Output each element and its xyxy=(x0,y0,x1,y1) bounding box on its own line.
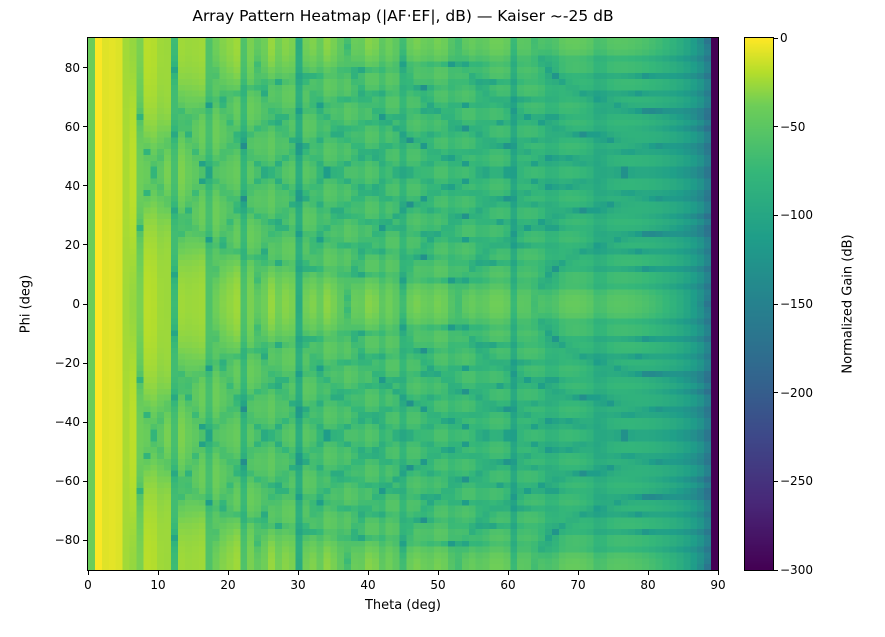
y-tick-label: −20 xyxy=(54,356,80,371)
colorbar-tick-mark xyxy=(774,392,778,394)
x-tick-mark xyxy=(647,571,649,575)
heatmap-canvas xyxy=(88,38,718,570)
y-tick-mark xyxy=(83,67,87,69)
chart-title: Array Pattern Heatmap (|AF·EF|, dB) — Ka… xyxy=(192,7,614,25)
x-tick-mark xyxy=(297,571,299,575)
x-tick-mark xyxy=(717,571,719,575)
colorbar-tick-label: −250 xyxy=(780,474,813,489)
y-tick-label: 20 xyxy=(64,237,80,252)
x-tick-mark xyxy=(367,571,369,575)
y-tick-label: 0 xyxy=(72,297,80,311)
y-tick-label: 40 xyxy=(64,178,80,193)
x-tick-label: 30 xyxy=(290,578,306,592)
x-tick-label: 60 xyxy=(500,578,516,592)
colorbar-tick-mark xyxy=(774,480,778,482)
x-tick-mark xyxy=(507,571,509,575)
y-tick-label: −60 xyxy=(54,474,80,489)
y-tick-mark xyxy=(83,303,87,305)
x-tick-label: 90 xyxy=(710,578,726,592)
x-axis-label: Theta (deg) xyxy=(364,598,442,613)
colorbar-tick-label: 0 xyxy=(780,31,788,45)
x-tick-mark xyxy=(437,571,439,575)
x-tick-label: 70 xyxy=(570,578,586,592)
y-tick-mark xyxy=(83,539,87,541)
y-tick-mark xyxy=(83,480,87,482)
y-tick-mark xyxy=(83,244,87,246)
colorbar-frame xyxy=(744,37,774,571)
colorbar-tick-mark xyxy=(774,126,778,128)
x-tick-mark xyxy=(227,571,229,575)
colorbar-tick-label: −200 xyxy=(780,385,813,400)
y-tick-mark xyxy=(83,362,87,364)
heatmap-frame xyxy=(87,37,719,571)
x-tick-mark xyxy=(87,571,89,575)
colorbar-label: Normalized Gain (dB) xyxy=(840,234,856,374)
y-tick-label: −40 xyxy=(54,415,80,430)
colorbar-tick-mark xyxy=(774,214,778,216)
colorbar-tick-mark xyxy=(774,37,778,39)
x-tick-label: 80 xyxy=(640,578,656,592)
x-tick-label: 50 xyxy=(430,578,446,592)
y-tick-mark xyxy=(83,126,87,128)
y-tick-label: −80 xyxy=(54,533,80,548)
x-tick-label: 40 xyxy=(360,578,376,592)
colorbar-canvas xyxy=(745,38,773,570)
x-tick-mark xyxy=(157,571,159,575)
x-tick-label: 10 xyxy=(150,578,166,592)
colorbar-tick-mark xyxy=(774,569,778,571)
y-axis-label: Phi (deg) xyxy=(18,274,34,334)
x-tick-mark xyxy=(577,571,579,575)
colorbar-tick-label: −50 xyxy=(780,119,806,134)
x-tick-label: 20 xyxy=(220,578,236,592)
colorbar-tick-label: −100 xyxy=(780,208,813,223)
y-tick-mark xyxy=(83,185,87,187)
colorbar-tick-label: −150 xyxy=(780,297,813,311)
x-tick-label: 0 xyxy=(84,578,92,592)
y-tick-label: 60 xyxy=(64,119,80,134)
y-tick-label: 80 xyxy=(64,60,80,75)
colorbar-tick-mark xyxy=(774,303,778,305)
colorbar-tick-label: −300 xyxy=(780,563,813,577)
y-tick-mark xyxy=(83,421,87,423)
